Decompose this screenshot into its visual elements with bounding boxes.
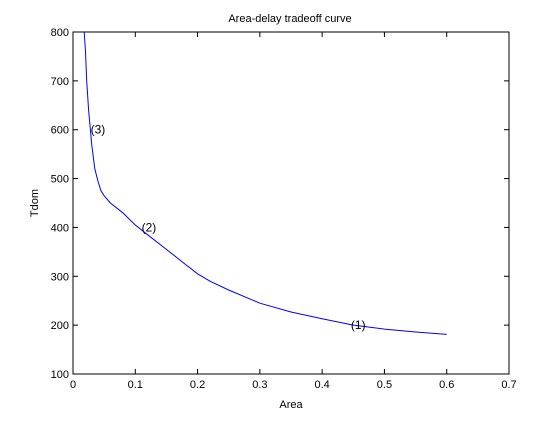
x-tick-label: 0.1 [128,379,143,391]
y-tick-label: 400 [51,222,69,234]
y-tick-label: 600 [51,125,69,137]
chart-title: Area-delay tradeoff curve [228,13,351,25]
y-axis-ticks: 100 200 300 400 500 600 700 800 [51,27,509,381]
plot-area-frame [72,31,510,375]
x-tick-label: 0 [70,379,76,391]
y-axis-label: Tdom [29,189,41,217]
x-tick-label: 0.7 [501,379,516,391]
x-axis-ticks: 0 0.1 0.2 0.3 0.4 0.5 0.6 0.7 [70,32,517,391]
y-tick-label: 300 [51,271,69,283]
series-line-0 [83,31,447,335]
y-tick-label: 800 [51,27,69,39]
curve-point-annotation: (2) [142,220,157,234]
curve-point-annotation: (3) [91,123,106,137]
curve-point-annotation: (1) [351,318,366,332]
x-tick-label: 0.3 [252,379,267,391]
x-tick-label: 0.4 [314,379,329,391]
x-tick-label: 0.5 [377,379,392,391]
x-tick-label: 0.2 [190,379,205,391]
annotation-layer: (3) (2) (1) [91,123,366,332]
y-tick-label: 100 [51,369,69,381]
y-tick-label: 700 [51,76,69,88]
y-tick-label: 500 [51,174,69,186]
y-tick-label: 200 [51,320,69,332]
series-layer [83,31,447,335]
x-tick-label: 0.6 [439,379,454,391]
x-axis-label: Area [279,399,303,411]
